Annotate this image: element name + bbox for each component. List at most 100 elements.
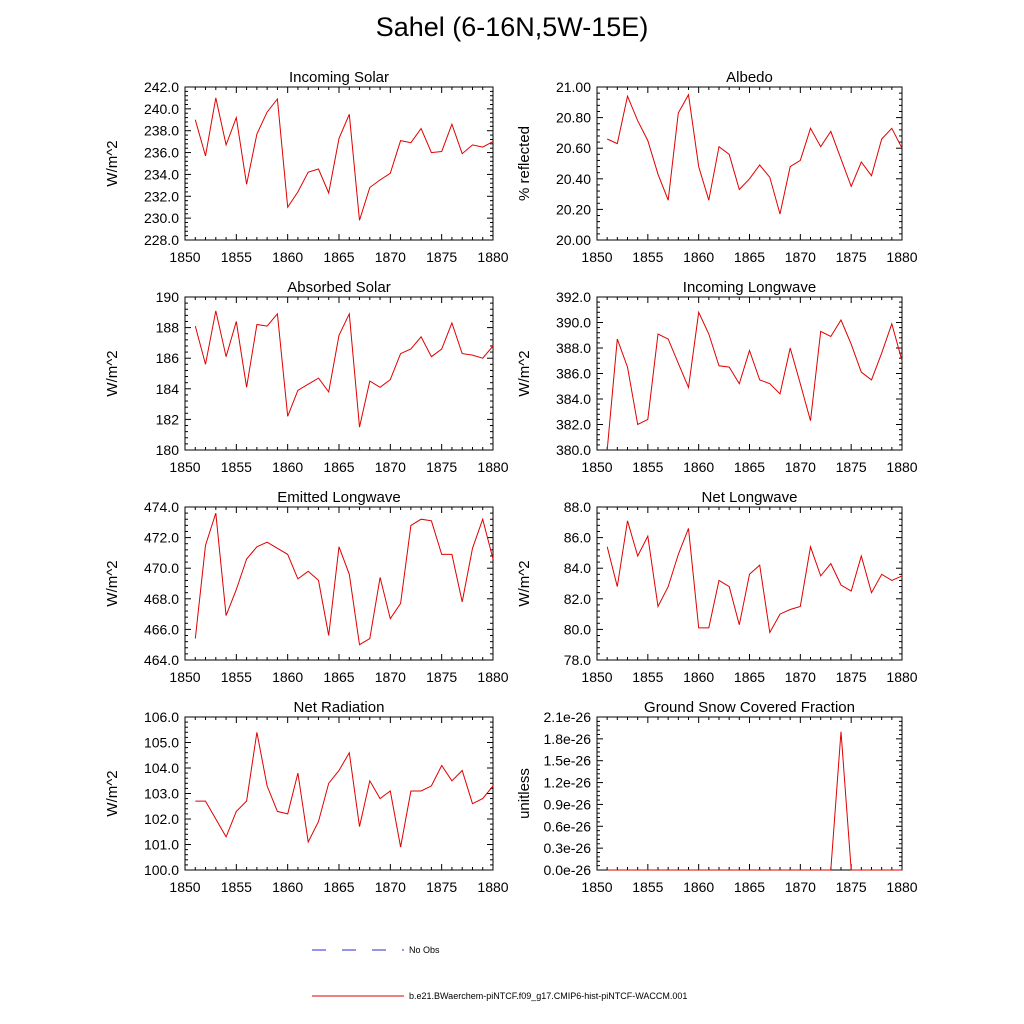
x-tick-label: 1860 — [683, 459, 714, 475]
x-tick-label: 1850 — [581, 669, 612, 685]
x-tick-label: 1855 — [632, 879, 663, 895]
x-tick-label: 1870 — [785, 879, 816, 895]
legend: No Obs b.e21.BWaerchem-piNTCF.f09_g17.CM… — [312, 945, 687, 1001]
x-tick-label: 1865 — [323, 879, 354, 895]
y-tick-label: 1.8e-26 — [544, 731, 592, 747]
y-tick-label: 20.20 — [556, 201, 591, 217]
y-tick-label: 190 — [156, 289, 180, 305]
y-tick-label: 2.1e-26 — [544, 709, 592, 725]
x-tick-label: 1880 — [886, 669, 917, 685]
y-tick-label: 468.0 — [144, 591, 179, 607]
y-tick-label: 20.00 — [556, 232, 591, 248]
y-tick-label: 380.0 — [556, 442, 591, 458]
y-tick-label: 0.6e-26 — [544, 818, 592, 834]
x-tick-label: 1870 — [375, 669, 406, 685]
y-tick-label: 103.0 — [144, 786, 179, 802]
y-tick-label: 186 — [156, 350, 180, 366]
y-axis-label: W/m^2 — [104, 770, 121, 816]
x-tick-label: 1870 — [785, 459, 816, 475]
x-tick-label: 1850 — [581, 459, 612, 475]
x-tick-label: 1860 — [683, 669, 714, 685]
plot-frame — [596, 716, 903, 871]
y-tick-label: 1.2e-26 — [544, 775, 592, 791]
panel-title: Albedo — [726, 69, 773, 86]
x-tick-label: 1875 — [836, 879, 867, 895]
x-tick-label: 1860 — [272, 879, 303, 895]
x-tick-label: 1870 — [375, 879, 406, 895]
x-tick-label: 1865 — [323, 669, 354, 685]
x-tick-label: 1865 — [734, 669, 765, 685]
chart-panel-5: Emitted Longwave W/m^2 1850 1855 1860 1865 187… — [104, 489, 509, 685]
y-tick-label: 20.60 — [556, 140, 591, 156]
legend-model-label: b.e21.BWaerchem-piNTCF.f09_g17.CMIP6-his… — [409, 991, 687, 1001]
y-tick-label: 188 — [156, 320, 180, 336]
x-tick-label: 1880 — [477, 669, 508, 685]
y-tick-label: 180 — [156, 442, 180, 458]
chart-panels: Incoming Solar W/m^2 1850 1855 1860 1865 1870 1… — [104, 69, 918, 895]
x-tick-label: 1850 — [581, 879, 612, 895]
series-line-1 — [606, 520, 903, 635]
series-line-1 — [194, 310, 494, 428]
plot-frame — [184, 86, 494, 241]
y-tick-label: 20.40 — [556, 171, 591, 187]
y-tick-label: 104.0 — [144, 760, 179, 776]
y-tick-label: 1.5e-26 — [544, 753, 592, 769]
y-tick-label: 21.00 — [556, 79, 591, 95]
y-tick-label: 382.0 — [556, 417, 591, 433]
plot-frame — [596, 506, 903, 661]
x-tick-label: 1870 — [375, 459, 406, 475]
chart-panel-6: Net Longwave W/m^2 1850 1855 1860 1865 1870 187… — [516, 489, 918, 685]
series-line-1 — [607, 731, 902, 871]
x-tick-label: 1855 — [632, 249, 663, 265]
panel-title: Emitted Longwave — [277, 489, 400, 506]
x-tick-label: 1865 — [323, 249, 354, 265]
y-axis-label: W/m^2 — [516, 350, 533, 396]
x-tick-label: 1860 — [683, 879, 714, 895]
x-tick-label: 1855 — [221, 459, 252, 475]
x-tick-label: 1855 — [632, 669, 663, 685]
x-tick-label: 1850 — [581, 249, 612, 265]
y-tick-label: 238.0 — [144, 123, 179, 139]
x-tick-label: 1855 — [632, 459, 663, 475]
y-axis-label: unitless — [516, 768, 533, 819]
x-tick-label: 1875 — [426, 879, 457, 895]
x-tick-label: 1870 — [375, 249, 406, 265]
y-axis-label: W/m^2 — [104, 560, 121, 606]
x-tick-label: 1860 — [272, 669, 303, 685]
y-tick-label: 88.0 — [564, 499, 591, 515]
y-tick-label: 184 — [156, 381, 180, 397]
y-tick-label: 390.0 — [556, 315, 591, 331]
y-tick-label: 392.0 — [556, 289, 591, 305]
y-tick-label: 236.0 — [144, 145, 179, 161]
y-tick-label: 78.0 — [564, 652, 591, 668]
x-tick-label: 1875 — [426, 669, 457, 685]
x-tick-label: 1855 — [221, 879, 252, 895]
panel-title: Incoming Solar — [289, 69, 389, 86]
y-axis-label: W/m^2 — [104, 350, 121, 396]
chart-panel-2: Albedo % reflected 1850 1855 1860 1865 1870 187… — [516, 69, 918, 265]
x-tick-label: 1850 — [169, 249, 200, 265]
y-tick-label: 240.0 — [144, 101, 179, 117]
x-tick-label: 1875 — [426, 459, 457, 475]
x-tick-label: 1850 — [169, 459, 200, 475]
y-tick-label: 228.0 — [144, 232, 179, 248]
x-tick-label: 1870 — [785, 669, 816, 685]
x-tick-label: 1880 — [477, 249, 508, 265]
chart-panel-4: Incoming Longwave W/m^2 1850 1855 1860 1865 18… — [516, 279, 918, 475]
y-tick-label: 0.0e-26 — [544, 862, 592, 878]
x-tick-label: 1860 — [272, 459, 303, 475]
plot-frame — [184, 296, 494, 451]
x-tick-label: 1870 — [785, 249, 816, 265]
y-tick-label: 384.0 — [556, 391, 591, 407]
y-tick-label: 474.0 — [144, 499, 179, 515]
chart-panel-1: Incoming Solar W/m^2 1850 1855 1860 1865 1870 1… — [104, 69, 509, 265]
x-tick-label: 1865 — [323, 459, 354, 475]
x-tick-label: 1855 — [221, 249, 252, 265]
x-tick-label: 1855 — [221, 669, 252, 685]
plot-frame — [184, 716, 494, 871]
x-tick-label: 1860 — [683, 249, 714, 265]
x-tick-label: 1875 — [426, 249, 457, 265]
x-tick-label: 1850 — [169, 669, 200, 685]
y-tick-label: 472.0 — [144, 530, 179, 546]
y-tick-label: 105.0 — [144, 735, 179, 751]
